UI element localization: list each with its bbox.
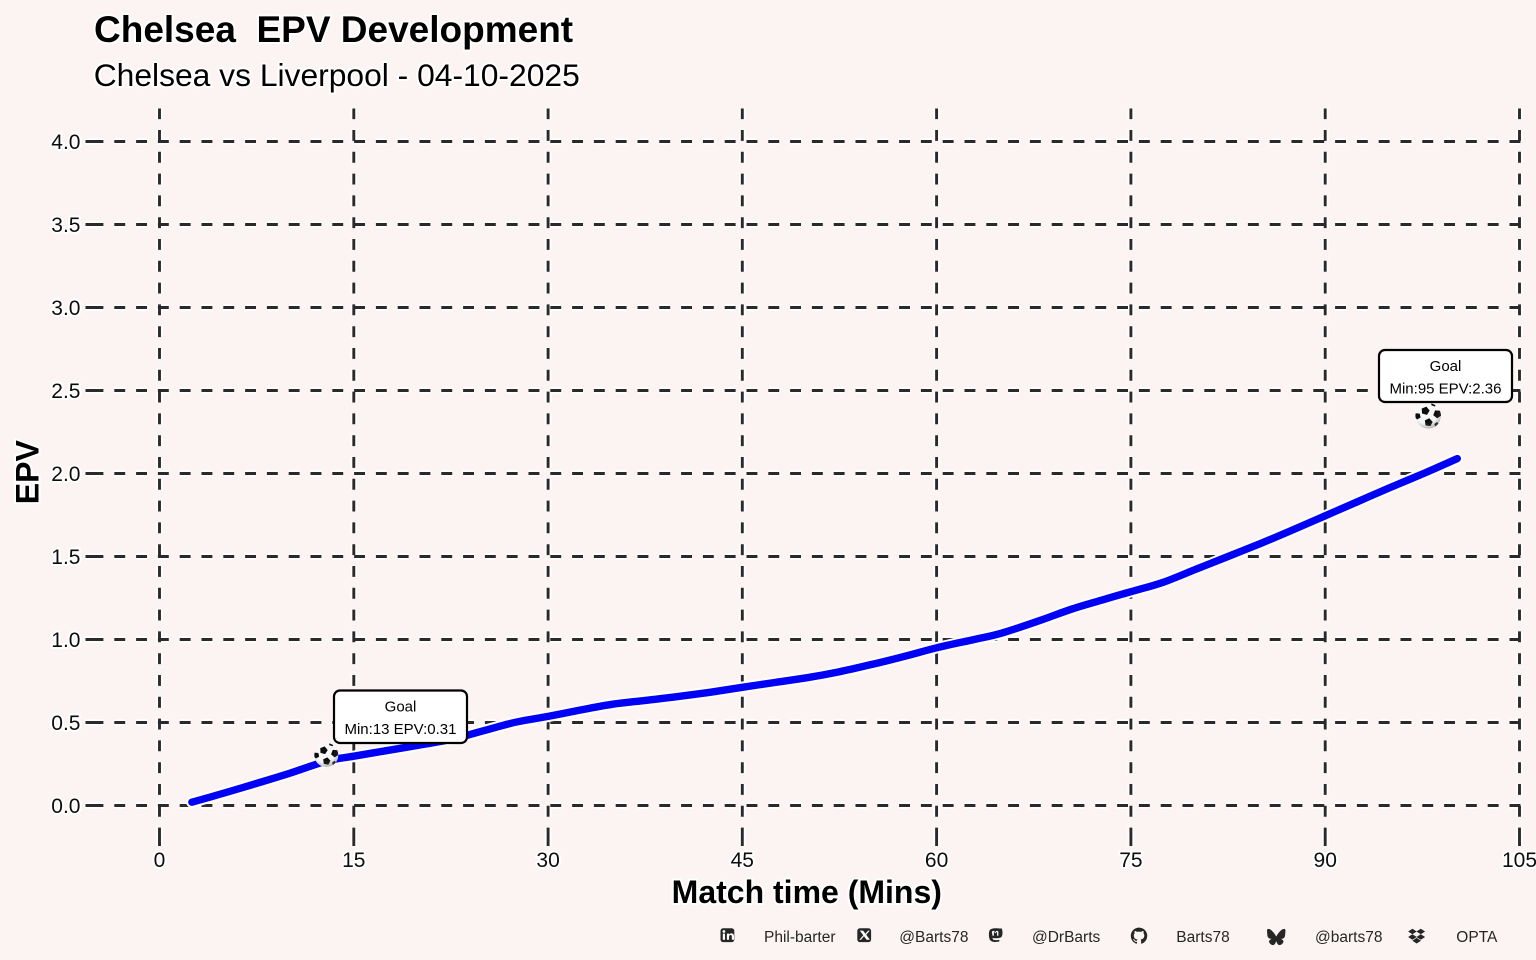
svg-text:60: 60 — [925, 849, 948, 872]
svg-text:4.0: 4.0 — [51, 131, 80, 154]
svg-text:0.5: 0.5 — [51, 712, 80, 735]
svg-text:1.0: 1.0 — [51, 629, 80, 652]
svg-text:90: 90 — [1314, 849, 1337, 872]
svg-text:3.0: 3.0 — [51, 297, 80, 320]
svg-text:OPTA: OPTA — [1456, 929, 1498, 946]
svg-text:45: 45 — [731, 849, 754, 872]
svg-text:Match time (Mins): Match time (Mins) — [672, 874, 942, 910]
svg-text:75: 75 — [1119, 849, 1142, 872]
svg-text:Min:13 EPV:0.31: Min:13 EPV:0.31 — [344, 721, 456, 738]
svg-text:3.5: 3.5 — [51, 214, 80, 237]
svg-text:Chelsea EPV Development: Chelsea EPV Development — [94, 9, 573, 50]
svg-text:Goal: Goal — [1430, 358, 1462, 375]
svg-text:@barts78: @barts78 — [1315, 929, 1382, 946]
svg-text:EPV: EPV — [9, 440, 45, 505]
svg-text:2.5: 2.5 — [51, 380, 80, 403]
svg-text:15: 15 — [342, 849, 365, 872]
svg-text:0: 0 — [154, 849, 166, 872]
svg-text:0.0: 0.0 — [51, 795, 80, 818]
svg-text:@DrBarts: @DrBarts — [1032, 929, 1101, 946]
svg-text:1.5: 1.5 — [51, 546, 80, 569]
svg-text:30: 30 — [536, 849, 559, 872]
svg-text:@Barts78: @Barts78 — [899, 929, 968, 946]
svg-text:Phil-barter: Phil-barter — [764, 929, 836, 946]
svg-text:Min:95 EPV:2.36: Min:95 EPV:2.36 — [1389, 381, 1501, 398]
svg-text:Barts78: Barts78 — [1176, 929, 1229, 946]
svg-text:105: 105 — [1502, 849, 1536, 872]
svg-text:Chelsea vs Liverpool - 04-10-2: Chelsea vs Liverpool - 04-10-2025 — [94, 57, 580, 93]
svg-text:2.0: 2.0 — [51, 463, 80, 486]
svg-text:Goal: Goal — [385, 699, 417, 716]
